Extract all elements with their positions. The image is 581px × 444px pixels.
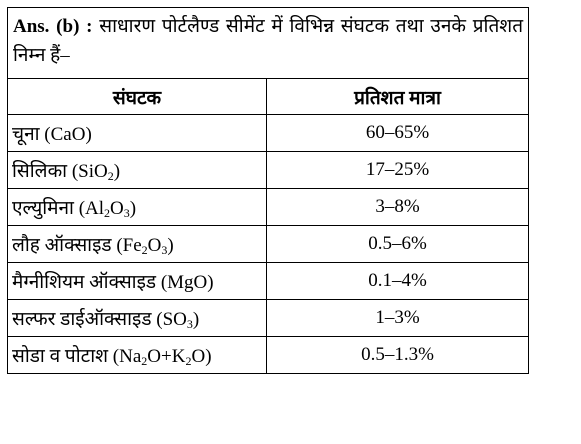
table-row: सिलिका (SiO2) 17–25% bbox=[7, 151, 530, 189]
component-formula: CaO bbox=[51, 124, 86, 145]
component-name: सोडा व पोटाश bbox=[12, 346, 109, 367]
header-component: संघटक bbox=[7, 78, 267, 115]
formula-part: Fe bbox=[122, 235, 142, 256]
header-percentage: प्रतिशत मात्रा bbox=[265, 78, 530, 115]
answer-text: साधारण पोर्टलैण्ड सीमेंट में विभिन्न संघ… bbox=[13, 16, 524, 66]
table-row: लौह ऑक्साइड (Fe2O3) 0.5–6% bbox=[7, 225, 530, 263]
formula-part: O+K bbox=[147, 346, 186, 367]
formula-subscript: 3 bbox=[161, 243, 168, 257]
percentage-cell: 0.5–1.3% bbox=[265, 336, 530, 374]
component-name: एल्युमिना bbox=[12, 198, 74, 219]
formula-part: O bbox=[110, 198, 124, 219]
composition-table: Ans. (b) : साधारण पोर्टलैण्ड सीमेंट में … bbox=[6, 7, 530, 374]
formula-part: O bbox=[191, 346, 206, 367]
percentage-cell: 0.5–6% bbox=[265, 225, 530, 263]
component-name: चूना bbox=[12, 124, 40, 145]
table-row: चूना (CaO) 60–65% bbox=[7, 114, 530, 152]
formula-part: SO bbox=[162, 309, 187, 330]
component-cell: एल्युमिना (Al2O3) bbox=[7, 188, 267, 226]
component-name: लौह ऑक्साइड bbox=[12, 235, 112, 256]
formula-subscript: 3 bbox=[186, 317, 193, 331]
intro-row: Ans. (b) : साधारण पोर्टलैण्ड सीमेंट में … bbox=[6, 7, 530, 79]
formula-subscript: 3 bbox=[123, 206, 130, 220]
formula-subscript: 2 bbox=[141, 354, 148, 368]
formula-part: SiO bbox=[78, 161, 108, 182]
table-row: सल्फर डाईऑक्साइड (SO3) 1–3% bbox=[7, 299, 530, 337]
component-cell: मैग्नीशियम ऑक्साइड (MgO) bbox=[7, 262, 267, 300]
formula-subscript: 2 bbox=[107, 169, 114, 183]
formula-part: MgO bbox=[167, 272, 208, 293]
answer-label: Ans. (b) : bbox=[13, 16, 93, 37]
table-body: Ans. (b) : साधारण पोर्टलैण्ड सीमेंट में … bbox=[6, 7, 530, 374]
component-formula: Al2O3 bbox=[85, 198, 130, 219]
component-cell: सिलिका (SiO2) bbox=[7, 151, 267, 189]
percentage-cell: 17–25% bbox=[265, 151, 530, 189]
percentage-cell: 0.1–4% bbox=[265, 262, 530, 300]
component-cell: सोडा व पोटाश (Na2O+K2O) bbox=[7, 336, 267, 374]
formula-subscript: 2 bbox=[141, 243, 148, 257]
formula-subscript: 2 bbox=[104, 206, 111, 220]
component-name: सिलिका bbox=[12, 161, 68, 182]
table-row: मैग्नीशियम ऑक्साइड (MgO) 0.1–4% bbox=[7, 262, 530, 300]
component-cell: चूना (CaO) bbox=[7, 114, 267, 152]
component-formula: Fe2O3 bbox=[123, 235, 168, 256]
table-row: एल्युमिना (Al2O3) 3–8% bbox=[7, 188, 530, 226]
formula-part: Na bbox=[119, 346, 142, 367]
formula-part: O bbox=[147, 235, 162, 256]
formula-part: CaO bbox=[50, 124, 86, 145]
component-name: मैग्नीशियम ऑक्साइड bbox=[12, 272, 157, 293]
component-cell: सल्फर डाईऑक्साइड (SO3) bbox=[7, 299, 267, 337]
component-name: सल्फर डाईऑक्साइड bbox=[12, 309, 152, 330]
component-cell: लौह ऑक्साइड (Fe2O3) bbox=[7, 225, 267, 263]
intro-cell: Ans. (b) : साधारण पोर्टलैण्ड सीमेंट में … bbox=[6, 7, 530, 79]
component-formula: SiO2 bbox=[78, 161, 114, 182]
component-formula: SO3 bbox=[163, 309, 193, 330]
header-row: संघटक प्रतिशत मात्रा bbox=[7, 78, 530, 115]
formula-subscript: 2 bbox=[185, 354, 192, 368]
component-formula: MgO bbox=[167, 272, 207, 293]
formula-part: Al bbox=[85, 198, 105, 219]
percentage-cell: 1–3% bbox=[265, 299, 530, 337]
component-formula: Na2O+K2O bbox=[119, 346, 205, 367]
percentage-cell: 3–8% bbox=[265, 188, 530, 226]
table-row: सोडा व पोटाश (Na2O+K2O) 0.5–1.3% bbox=[7, 336, 530, 374]
percentage-cell: 60–65% bbox=[265, 114, 530, 152]
